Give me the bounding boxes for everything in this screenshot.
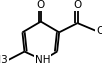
- Text: CH3: CH3: [0, 55, 8, 65]
- Text: OH: OH: [96, 26, 102, 36]
- Text: O: O: [73, 0, 82, 10]
- Text: NH: NH: [35, 55, 51, 65]
- Text: O: O: [37, 0, 45, 10]
